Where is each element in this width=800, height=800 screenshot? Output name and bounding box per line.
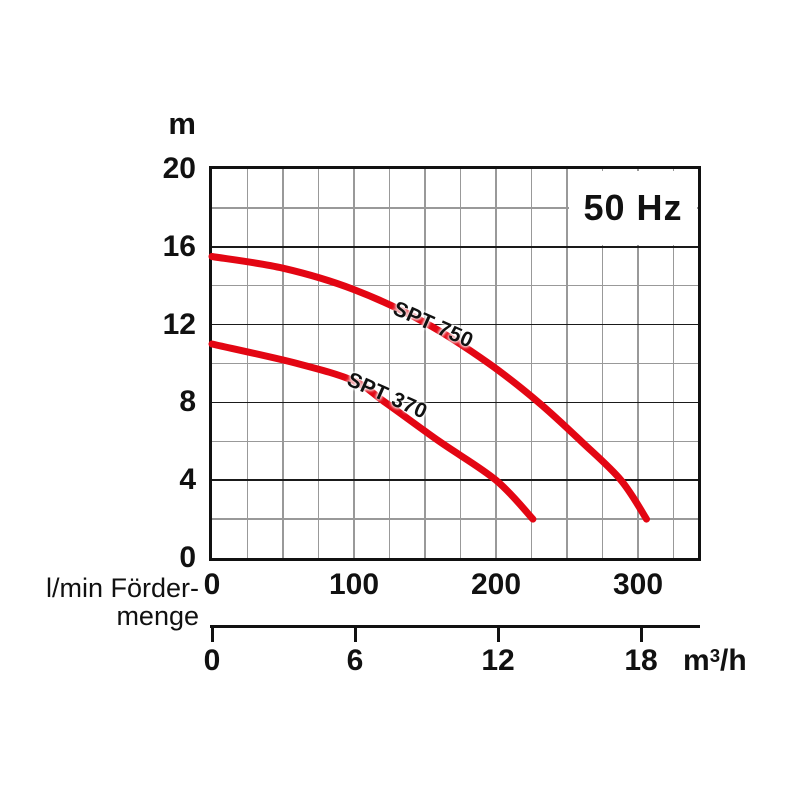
grid-line-horizontal-major	[212, 401, 698, 404]
grid-line-horizontal-major	[212, 323, 698, 326]
x-axis-label-line1: l/min Förder-	[45, 573, 199, 603]
grid-lines	[212, 169, 698, 558]
m3h-tick-mark-18	[639, 628, 643, 642]
y-tick-8: 8	[179, 385, 196, 418]
m3h-axis-line	[210, 625, 700, 628]
pump-curve-spt-370	[208, 340, 537, 523]
m3h-tick-mark-0	[210, 628, 214, 642]
x-tick-lmin-300: 300	[612, 568, 664, 601]
grid-line-horizontal-minor	[212, 207, 698, 209]
x-tick-m3h-6: 6	[346, 644, 364, 677]
y-axis-unit-label: m	[168, 106, 196, 141]
y-tick-20: 20	[162, 152, 196, 185]
grid-line-horizontal-minor	[212, 440, 698, 443]
x-axis-label-line2: menge	[116, 601, 199, 631]
y-tick-12: 12	[162, 308, 196, 341]
y-tick-4: 4	[179, 463, 196, 496]
grid-line-horizontal-minor	[212, 518, 698, 520]
frequency-badge: 50 Hz	[569, 171, 697, 245]
plot-area: 50 Hz SPT 750 SPT 370	[208, 166, 701, 561]
m3h-unit-label: m3/h	[683, 644, 747, 677]
x-tick-lmin-0: 0	[203, 568, 221, 601]
x-tick-lmin-100: 100	[328, 568, 380, 601]
x-tick-m3h-0: 0	[203, 644, 221, 677]
x-tick-m3h-18: 18	[624, 644, 658, 677]
pump-curves-svg	[208, 253, 650, 523]
grid-line-horizontal-minor	[212, 284, 698, 287]
pump-curve-spt-750	[208, 253, 650, 523]
grid-line-horizontal-major	[212, 246, 698, 248]
m3h-unit-exponent: 3	[709, 645, 721, 667]
y-tick-16: 16	[162, 230, 196, 263]
m3h-tick-mark-6	[353, 628, 357, 642]
grid-line-horizontal-major	[212, 479, 698, 481]
x-tick-lmin-200: 200	[470, 568, 522, 601]
y-tick-0: 0	[179, 541, 196, 574]
m3h-tick-mark-12	[496, 628, 500, 642]
grid-line-horizontal-minor	[212, 362, 698, 365]
x-tick-m3h-12: 12	[481, 644, 515, 677]
